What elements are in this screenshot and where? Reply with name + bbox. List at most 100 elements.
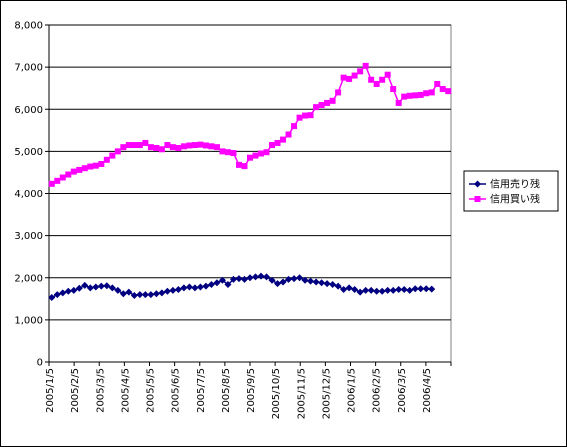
y-tick-label: 8,000 bbox=[14, 21, 43, 32]
x-tick-label: 2006/2/5 bbox=[372, 368, 383, 413]
x-tick-label: 2005/1/5 bbox=[45, 368, 56, 413]
data-point bbox=[422, 285, 430, 293]
data-point bbox=[125, 142, 132, 149]
data-point bbox=[329, 280, 337, 288]
data-point bbox=[246, 274, 254, 282]
series-1 bbox=[48, 272, 436, 302]
data-point bbox=[428, 285, 436, 293]
data-point bbox=[119, 290, 127, 298]
gridlines bbox=[48, 24, 452, 363]
data-point bbox=[59, 174, 66, 181]
data-point bbox=[229, 275, 237, 283]
data-point bbox=[169, 144, 176, 151]
data-point bbox=[263, 149, 270, 156]
data-point bbox=[395, 286, 403, 294]
data-point bbox=[59, 289, 67, 297]
data-point bbox=[213, 144, 220, 151]
x-tick-label: 2005/11/5 bbox=[296, 368, 307, 419]
data-point bbox=[417, 285, 425, 293]
data-point bbox=[428, 89, 435, 96]
data-point bbox=[373, 287, 381, 295]
data-point bbox=[97, 282, 105, 290]
x-tick-label: 2005/3/5 bbox=[95, 368, 106, 413]
data-point bbox=[423, 90, 430, 97]
data-point bbox=[252, 152, 259, 159]
data-point bbox=[136, 142, 143, 149]
data-point bbox=[197, 141, 204, 148]
data-point bbox=[291, 123, 298, 130]
data-point bbox=[307, 277, 315, 285]
data-point bbox=[411, 285, 419, 293]
data-point bbox=[323, 280, 331, 288]
data-point bbox=[174, 286, 182, 294]
data-point bbox=[147, 291, 155, 299]
y-tick-label: 4,000 bbox=[14, 189, 43, 200]
data-point bbox=[334, 282, 342, 290]
data-point bbox=[152, 290, 160, 298]
data-point bbox=[87, 163, 94, 170]
data-point bbox=[98, 161, 105, 168]
x-tick-label: 2005/5/5 bbox=[146, 368, 157, 413]
data-point bbox=[185, 283, 193, 291]
data-point bbox=[307, 112, 314, 119]
data-point bbox=[247, 154, 253, 161]
x-axis: 2005/1/5 2005/2/5 2005/3/5 2005/4/5 2005/5/5… bbox=[45, 361, 452, 419]
data-point bbox=[65, 171, 72, 178]
data-point bbox=[219, 148, 226, 155]
y-tick-label: 6,000 bbox=[14, 105, 43, 116]
data-point bbox=[401, 93, 408, 100]
data-point bbox=[108, 284, 116, 292]
data-point bbox=[147, 144, 154, 151]
legend-box bbox=[463, 170, 559, 212]
data-point bbox=[301, 276, 309, 284]
data-point bbox=[114, 148, 121, 155]
data-point bbox=[191, 284, 199, 292]
data-point bbox=[175, 145, 182, 152]
data-point bbox=[257, 272, 265, 280]
data-point bbox=[241, 163, 248, 170]
data-point bbox=[224, 280, 232, 288]
data-point bbox=[357, 68, 364, 75]
data-point bbox=[158, 289, 166, 297]
y-tick-label: 1,000 bbox=[14, 315, 43, 326]
data-point bbox=[258, 150, 265, 157]
data-point bbox=[373, 80, 380, 87]
data-point bbox=[125, 288, 133, 296]
data-point bbox=[169, 286, 177, 294]
data-point bbox=[318, 102, 325, 109]
data-point bbox=[379, 76, 386, 83]
data-point bbox=[274, 139, 281, 146]
data-point bbox=[109, 152, 116, 159]
y-axis: 0 1,000 2,000 3,000 4,000 5,000 6,000 7,000 8,00… bbox=[14, 21, 50, 369]
data-point bbox=[224, 149, 231, 156]
data-point bbox=[191, 142, 198, 149]
data-point bbox=[412, 92, 419, 99]
data-point bbox=[70, 286, 78, 294]
data-point bbox=[285, 131, 292, 138]
x-tick-label: 2005/4/5 bbox=[120, 368, 131, 413]
data-point bbox=[312, 278, 320, 286]
data-point bbox=[296, 114, 303, 121]
data-point bbox=[48, 294, 56, 302]
series-group bbox=[48, 62, 452, 302]
data-point bbox=[356, 288, 364, 296]
y-tick-label: 5,000 bbox=[14, 147, 43, 158]
legend-marker bbox=[474, 196, 481, 202]
data-point bbox=[268, 276, 276, 284]
legend-label: 信用買い残 bbox=[490, 193, 540, 206]
data-point bbox=[164, 142, 171, 149]
data-point bbox=[75, 284, 83, 292]
data-point bbox=[218, 276, 226, 284]
data-point bbox=[406, 286, 414, 294]
y-tick-label: 0 bbox=[37, 358, 43, 369]
data-point bbox=[285, 275, 293, 283]
data-point bbox=[92, 283, 100, 291]
data-point bbox=[417, 91, 424, 98]
data-point bbox=[378, 287, 386, 295]
data-point bbox=[103, 282, 111, 290]
data-point bbox=[230, 150, 237, 157]
data-point bbox=[290, 275, 298, 283]
data-point bbox=[163, 287, 171, 295]
